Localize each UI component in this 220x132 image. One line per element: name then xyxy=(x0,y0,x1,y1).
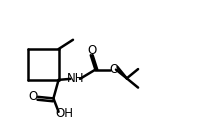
Text: O: O xyxy=(109,63,119,76)
Text: O: O xyxy=(87,44,96,57)
Text: OH: OH xyxy=(55,107,73,120)
Text: O: O xyxy=(29,90,38,103)
Text: NH: NH xyxy=(66,72,84,85)
